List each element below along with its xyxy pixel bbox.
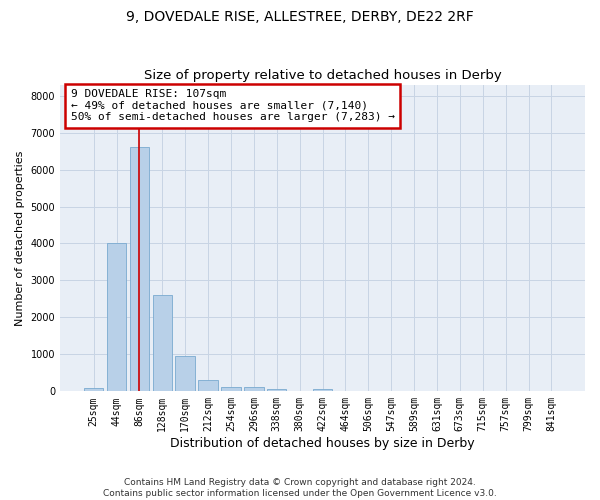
Bar [221, 386, 241, 392]
Text: 9 DOVEDALE RISE: 107sqm
← 49% of detached houses are smaller (7,140)
50% of semi: 9 DOVEDALE RISE: 107sqm ← 49% of detache… [71, 89, 395, 122]
Bar [244, 388, 263, 392]
Bar [107, 244, 126, 392]
Bar [152, 295, 172, 392]
Text: 9, DOVEDALE RISE, ALLESTREE, DERBY, DE22 2RF: 9, DOVEDALE RISE, ALLESTREE, DERBY, DE22… [126, 10, 474, 24]
Bar [313, 389, 332, 392]
Bar [130, 148, 149, 392]
Bar [175, 356, 195, 392]
Text: Contains HM Land Registry data © Crown copyright and database right 2024.
Contai: Contains HM Land Registry data © Crown c… [103, 478, 497, 498]
Bar [267, 389, 286, 392]
Y-axis label: Number of detached properties: Number of detached properties [15, 150, 25, 326]
X-axis label: Distribution of detached houses by size in Derby: Distribution of detached houses by size … [170, 437, 475, 450]
Bar [84, 388, 103, 392]
Bar [199, 380, 218, 392]
Title: Size of property relative to detached houses in Derby: Size of property relative to detached ho… [143, 69, 502, 82]
